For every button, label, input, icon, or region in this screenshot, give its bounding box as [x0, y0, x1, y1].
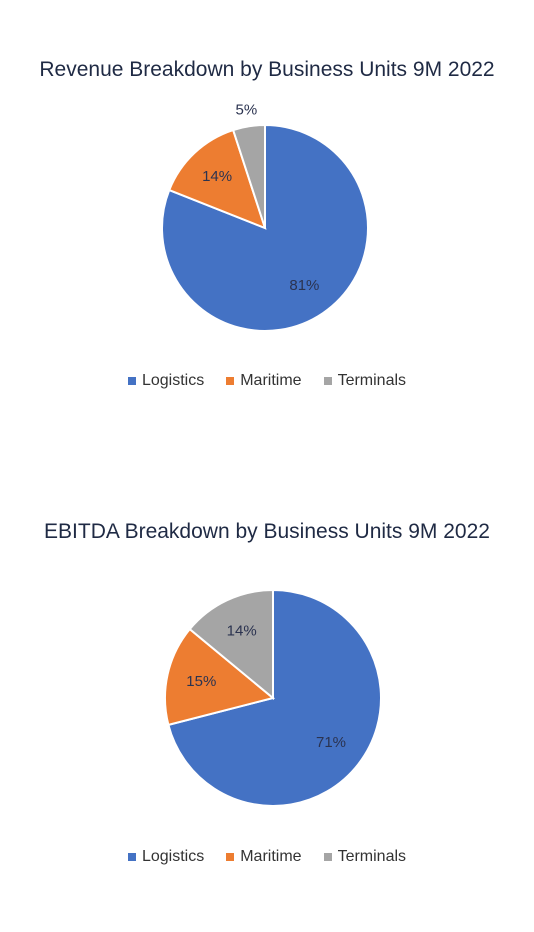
legend-item-terminals: Terminals	[323, 372, 407, 390]
legend: Logistics Maritime Terminals	[0, 372, 534, 390]
legend-label: Logistics	[141, 372, 205, 389]
legend-swatch	[226, 377, 235, 385]
legend-swatch	[127, 377, 136, 385]
legend-item-terminals: Terminals	[323, 848, 407, 866]
pie-slice-logistics	[167, 588, 382, 807]
legend-item-maritime: Maritime	[226, 372, 302, 390]
pie-slice-maritime	[164, 627, 276, 727]
data-label-terminals: 14%	[227, 622, 257, 639]
legend-label: Maritime	[240, 848, 302, 865]
revenue-pie-chart: Revenue Breakdown by Business Units 9M 2…	[0, 0, 534, 440]
legend-swatch	[127, 853, 136, 861]
pie-slice-terminals	[188, 588, 274, 701]
data-label-terminals: 5%	[236, 101, 258, 118]
legend-swatch	[226, 853, 235, 861]
legend-label: Maritime	[240, 372, 302, 389]
legend: Logistics Maritime Terminals	[0, 848, 534, 866]
revenue-pie-svg: 81% 14% 5%	[161, 101, 369, 332]
chart-title: EBITDA Breakdown by Business Units 9M 20…	[44, 520, 490, 543]
legend-item-maritime: Maritime	[226, 848, 302, 866]
ebitda-pie-chart: EBITDA Breakdown by Business Units 9M 20…	[0, 470, 534, 932]
legend-label: Logistics	[141, 848, 205, 865]
data-label-maritime: 15%	[186, 673, 216, 690]
legend-swatch	[323, 377, 332, 385]
ebitda-pie-svg: 71% 15% 14%	[164, 588, 382, 807]
data-label-maritime: 14%	[202, 168, 232, 185]
pie-slice-terminals	[231, 123, 266, 229]
legend-label: Terminals	[337, 372, 407, 389]
legend-item-logistics: Logistics	[127, 848, 205, 866]
legend-swatch	[323, 853, 332, 861]
legend-label: Terminals	[337, 848, 407, 865]
legend-item-logistics: Logistics	[127, 372, 205, 390]
chart-title: Revenue Breakdown by Business Units 9M 2…	[39, 58, 495, 81]
data-label-logistics: 71%	[316, 734, 346, 751]
data-label-logistics: 81%	[289, 277, 319, 294]
